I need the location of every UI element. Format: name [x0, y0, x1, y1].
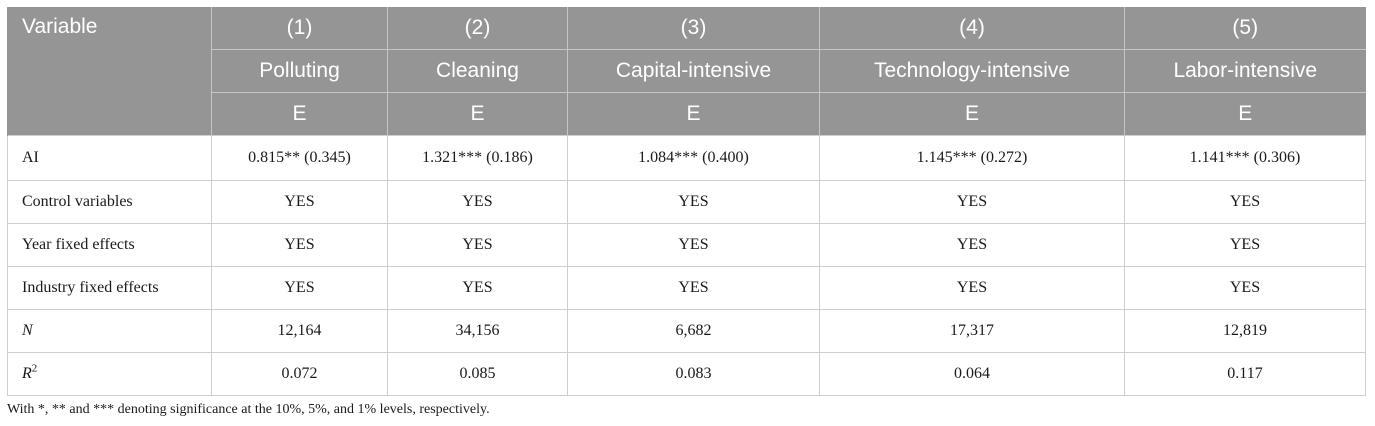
table-cell: 0.064: [819, 352, 1125, 396]
table-cell: YES: [819, 266, 1125, 310]
column-number-2: (2): [387, 7, 568, 50]
table-cell: YES: [1124, 223, 1366, 267]
table-cell: YES: [387, 223, 568, 267]
variable-header: Variable: [7, 7, 212, 136]
column-number-4: (4): [819, 7, 1125, 50]
table-row-control-variables: Control variables YES YES YES YES YES: [7, 180, 1366, 224]
table-cell: 34,156: [387, 309, 568, 353]
table-cell: 1.084*** (0.400): [567, 135, 820, 181]
table-cell: 12,164: [211, 309, 388, 353]
column-dependent-2: E: [387, 92, 568, 136]
table-cell: 0.117: [1124, 352, 1366, 396]
column-group-4: Technology-intensive: [819, 49, 1125, 93]
table-cell: 0.083: [567, 352, 820, 396]
table-cell: 1.141*** (0.306): [1124, 135, 1366, 181]
table-cell: YES: [567, 266, 820, 310]
row-label-text: R: [22, 365, 32, 382]
table-row-r-squared: R2 0.072 0.085 0.083 0.064 0.117: [7, 352, 1366, 396]
table-row-industry-fixed-effects: Industry fixed effects YES YES YES YES Y…: [7, 266, 1366, 310]
row-label: Control variables: [7, 180, 212, 224]
column-number-1: (1): [211, 7, 388, 50]
header-row-groups: Polluting Cleaning Capital-intensive Tec…: [8, 49, 1366, 93]
table-cell: YES: [1124, 266, 1366, 310]
column-dependent-5: E: [1124, 92, 1366, 136]
table-cell: 1.321*** (0.186): [387, 135, 568, 181]
row-label: N: [7, 309, 212, 353]
column-group-2: Cleaning: [387, 49, 568, 93]
table-cell: 0.815** (0.345): [211, 135, 388, 181]
header-row-numbers: Variable (1) (2) (3) (4) (5): [7, 7, 1366, 136]
column-group-1: Polluting: [211, 49, 388, 93]
table-cell: YES: [819, 223, 1125, 267]
column-group-3: Capital-intensive: [567, 49, 820, 93]
row-label-superscript: 2: [31, 362, 38, 375]
table-cell: 12,819: [1124, 309, 1366, 353]
table-cell: YES: [211, 266, 388, 310]
row-label: Industry fixed effects: [7, 266, 212, 310]
table-cell: 1.145*** (0.272): [819, 135, 1125, 181]
table-row-ai: AI 0.815** (0.345) 1.321*** (0.186) 1.08…: [7, 135, 1366, 181]
table-cell: 0.085: [387, 352, 568, 396]
column-number-5: (5): [1124, 7, 1366, 50]
table-row-n: N 12,164 34,156 6,682 17,317 12,819: [7, 309, 1366, 353]
table-cell: YES: [567, 180, 820, 224]
header-row-dependent: E E E E E: [8, 92, 1366, 136]
column-dependent-4: E: [819, 92, 1125, 136]
row-label: Year fixed effects: [7, 223, 212, 267]
column-number-3: (3): [567, 7, 820, 50]
table-cell: 6,682: [567, 309, 820, 353]
table-cell: 17,317: [819, 309, 1125, 353]
column-group-5: Labor-intensive: [1124, 49, 1366, 93]
column-dependent-3: E: [567, 92, 820, 136]
table-row-year-fixed-effects: Year fixed effects YES YES YES YES YES: [7, 223, 1366, 267]
table-cell: 0.072: [211, 352, 388, 396]
regression-table: Variable (1) (2) (3) (4) (5) Polluting C…: [7, 7, 1366, 396]
table-cell: YES: [819, 180, 1125, 224]
column-dependent-1: E: [211, 92, 388, 136]
table-footnote: With *, ** and *** denoting significance…: [7, 402, 490, 417]
table-cell: YES: [387, 266, 568, 310]
table-cell: YES: [1124, 180, 1366, 224]
table-cell: YES: [211, 223, 388, 267]
row-label: AI: [7, 135, 212, 181]
row-label: R2: [7, 352, 212, 396]
table-cell: YES: [387, 180, 568, 224]
table-cell: YES: [211, 180, 388, 224]
table-cell: YES: [567, 223, 820, 267]
